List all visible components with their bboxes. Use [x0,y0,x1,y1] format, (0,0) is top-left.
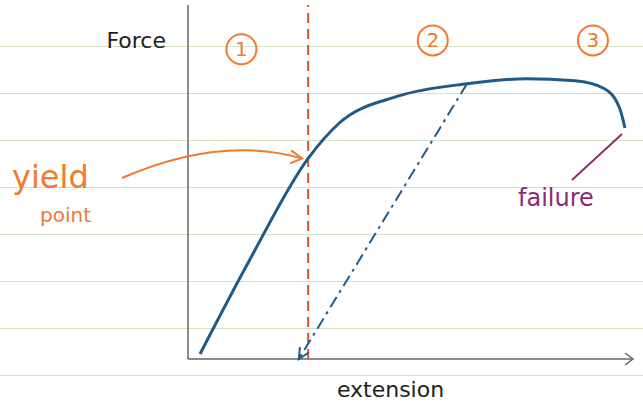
svg-text:3: 3 [587,28,600,52]
svg-text:yield: yield [12,158,89,196]
svg-text:2: 2 [426,28,439,52]
svg-text:failure: failure [518,184,594,212]
svg-text:extension: extension [337,377,444,402]
svg-text:1: 1 [235,37,248,61]
svg-text:Force: Force [106,28,166,53]
svg-text:point: point [40,203,91,227]
